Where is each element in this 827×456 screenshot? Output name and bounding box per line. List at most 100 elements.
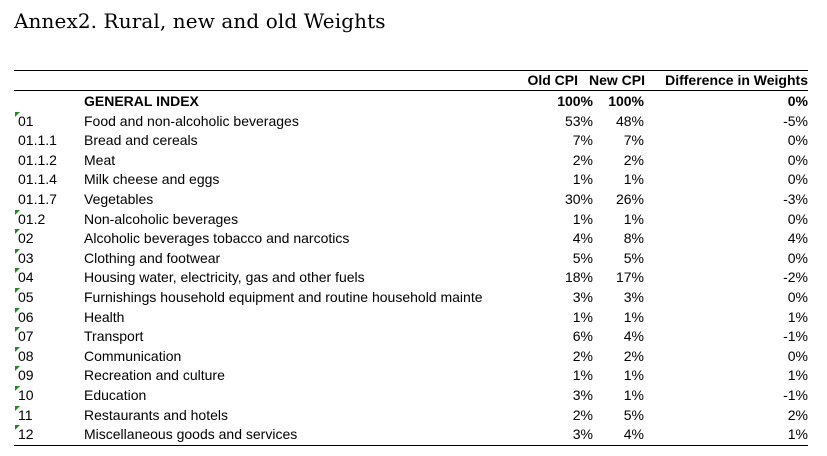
- code-cell: 01.1.7: [18, 190, 57, 207]
- description-cell: Bread and cereals: [84, 132, 198, 149]
- difference-cell: 0%: [787, 151, 808, 168]
- code-cell: 01.2: [18, 210, 46, 227]
- header-difference: Difference in Weights: [665, 72, 808, 88]
- code-cell: 02: [18, 230, 34, 247]
- old-cpi-cell: 1%: [572, 367, 593, 384]
- old-cpi-cell: 7%: [572, 132, 593, 149]
- new-cpi-cell: 2%: [623, 347, 644, 364]
- difference-cell: 0%: [787, 93, 808, 109]
- difference-cell: -3%: [783, 190, 808, 207]
- table-row: 03 Clothing and footwear 5% 5% 0%: [14, 248, 808, 269]
- description-cell: Transport: [84, 328, 144, 345]
- new-cpi-cell: 4%: [623, 328, 644, 345]
- table-row: 01.1.2 Meat 2% 2% 0%: [14, 151, 808, 171]
- header-rule: [14, 90, 808, 91]
- description-cell: Furnishings household equipment and rout…: [84, 288, 483, 305]
- header-new-cpi: New CPI: [588, 72, 645, 88]
- description-cell: Health: [84, 308, 125, 325]
- cell-marker-icon: [15, 268, 20, 274]
- difference-cell: 0%: [787, 288, 808, 305]
- description-cell: Clothing and footwear: [84, 249, 221, 266]
- old-cpi-cell: 2%: [572, 151, 593, 168]
- new-cpi-cell: 5%: [623, 249, 644, 266]
- old-cpi-cell: 18%: [564, 269, 593, 286]
- old-cpi-cell: 2%: [572, 347, 593, 364]
- old-cpi-cell: 1%: [572, 308, 593, 325]
- table-row: GENERAL INDEX 100% 100% 0%: [14, 92, 808, 112]
- table-header: Old CPI New CPI Difference in Weights: [14, 72, 808, 90]
- code-cell: 10: [18, 386, 34, 403]
- new-cpi-cell: 4%: [623, 426, 644, 443]
- old-cpi-cell: 1%: [572, 210, 593, 227]
- difference-cell: 4%: [787, 230, 808, 247]
- old-cpi-cell: 30%: [564, 190, 593, 207]
- code-cell: 05: [18, 288, 34, 305]
- table-row: 01.1.4 Milk cheese and eggs 1% 1% 0%: [14, 170, 808, 190]
- code-cell: 01.1.2: [18, 151, 57, 168]
- table-row: 04 Housing water, electricity, gas and ot…: [14, 268, 808, 288]
- table-row: 08 Communication 2% 2% 0%: [14, 346, 808, 367]
- cell-marker-icon: [15, 209, 20, 215]
- table-row: 11 Restaurants and hotels 2% 5% 2%: [14, 405, 808, 426]
- difference-cell: 1%: [787, 308, 808, 325]
- new-cpi-cell: 26%: [615, 190, 644, 207]
- old-cpi-cell: 53%: [564, 112, 593, 129]
- old-cpi-cell: 5%: [572, 249, 593, 266]
- difference-cell: 2%: [787, 406, 808, 423]
- table-row: 12 Miscellaneous goods and services 3% 4% 1%: [14, 425, 808, 445]
- old-cpi-cell: 1%: [572, 171, 593, 188]
- code-cell: 04: [18, 269, 34, 286]
- description-cell: Non-alcoholic beverages: [84, 210, 239, 227]
- new-cpi-cell: 2%: [623, 151, 644, 168]
- table-row: 01.1.7 Vegetables 30% 26% -3%: [14, 190, 808, 210]
- new-cpi-cell: 1%: [623, 386, 644, 403]
- difference-cell: -1%: [783, 328, 808, 345]
- code-cell: 06: [18, 308, 34, 325]
- table-row: 01.1.1 Bread and cereals 7% 7% 0%: [14, 131, 808, 151]
- old-cpi-cell: 2%: [572, 406, 593, 423]
- new-cpi-cell: 100%: [608, 93, 644, 109]
- difference-cell: 0%: [787, 210, 808, 227]
- new-cpi-cell: 5%: [623, 406, 644, 423]
- top-rule: [14, 70, 808, 71]
- new-cpi-cell: 48%: [615, 112, 644, 129]
- description-cell: Food and non-alcoholic beverages: [84, 112, 299, 129]
- old-cpi-cell: 100%: [557, 93, 593, 109]
- description-cell: Recreation and culture: [84, 367, 225, 384]
- difference-cell: -5%: [783, 112, 808, 129]
- description-cell: Restaurants and hotels: [84, 406, 228, 423]
- cell-marker-icon: [15, 229, 20, 235]
- table-row: 01.2 Non-alcoholic beverages 1% 1% 0%: [14, 209, 808, 230]
- table-row: 05 Furnishings household equipment and ro…: [14, 287, 808, 308]
- old-cpi-cell: 3%: [572, 288, 593, 305]
- cell-marker-icon: [15, 366, 20, 372]
- table-row: 02 Alcoholic beverages tobacco and narcot…: [14, 229, 808, 249]
- difference-cell: -2%: [783, 269, 808, 286]
- new-cpi-cell: 17%: [615, 269, 644, 286]
- code-cell: 01.1.1: [18, 132, 57, 149]
- bottom-rule: [14, 445, 808, 446]
- cell-marker-icon: [15, 327, 20, 333]
- new-cpi-cell: 1%: [623, 210, 644, 227]
- table-row: 09 Recreation and culture 1% 1% 1%: [14, 366, 808, 386]
- description-cell: Vegetables: [84, 190, 154, 207]
- old-cpi-cell: 4%: [572, 230, 593, 247]
- new-cpi-cell: 8%: [623, 230, 644, 247]
- cell-marker-icon: [15, 287, 20, 293]
- table-row: 10 Education 3% 1% -1%: [14, 385, 808, 406]
- difference-cell: 0%: [787, 171, 808, 188]
- description-cell: Housing water, electricity, gas and othe…: [84, 269, 365, 286]
- table-row: 06 Health 1% 1% 1%: [14, 307, 808, 328]
- code-cell: 08: [18, 347, 34, 364]
- code-cell: 01.1.4: [18, 171, 57, 188]
- difference-cell: 1%: [787, 367, 808, 384]
- difference-cell: -1%: [783, 386, 808, 403]
- old-cpi-cell: 6%: [572, 328, 593, 345]
- new-cpi-cell: 3%: [623, 288, 644, 305]
- code-cell: 09: [18, 367, 34, 384]
- description-cell: Alcoholic beverages tobacco and narcotic…: [84, 230, 350, 247]
- cell-marker-icon: [15, 346, 20, 352]
- header-old-cpi: Old CPI: [527, 72, 578, 88]
- page-title: Annex2. Rural, new and old Weights: [14, 9, 386, 33]
- description-cell: Education: [84, 386, 147, 403]
